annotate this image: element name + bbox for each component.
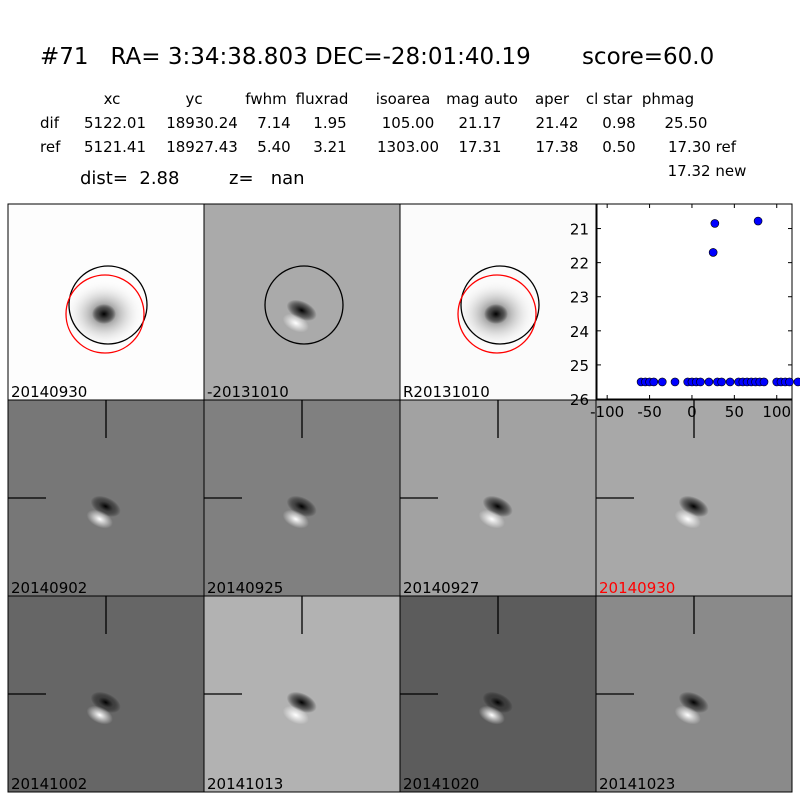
stamp-label: 20140930 — [599, 579, 675, 597]
point — [649, 377, 659, 387]
stamp-label: 20141002 — [11, 775, 87, 793]
stamp-label: -20131010 — [207, 383, 289, 401]
point — [785, 377, 794, 387]
cell: 1.95 — [313, 114, 346, 132]
column-header: cl star — [586, 90, 633, 108]
stamp-label: 20140925 — [207, 579, 283, 597]
point — [759, 377, 769, 387]
point — [657, 377, 667, 387]
residual-light — [86, 705, 113, 725]
point — [793, 377, 800, 387]
residual-light — [282, 509, 309, 529]
x-tick-label: 0 — [687, 403, 697, 421]
aperture — [68, 265, 148, 345]
ref-aperture — [65, 274, 145, 354]
source-core — [92, 304, 116, 324]
x-tick-label: 100 — [762, 403, 791, 421]
cell: 17.38 — [536, 138, 579, 156]
y-tick-label: 24 — [570, 323, 589, 341]
cell: 7.14 — [257, 114, 290, 132]
stamp-label: 20140927 — [403, 579, 479, 597]
cell: 17.31 — [459, 138, 502, 156]
point — [704, 377, 714, 387]
cell: 25.50 — [665, 114, 708, 132]
stamp-label: 20141013 — [207, 775, 283, 793]
y-tick-label: 25 — [570, 357, 589, 375]
stamp-label: 20140902 — [11, 579, 87, 597]
stamp-label: 20141023 — [599, 775, 675, 793]
residual-light — [478, 509, 505, 529]
aperture — [460, 265, 540, 345]
cell: 18930.24 — [166, 114, 238, 132]
residual-light — [282, 313, 309, 333]
cell: 17.30 ref — [668, 138, 737, 156]
residual-light — [282, 705, 309, 725]
cell: 0.50 — [602, 138, 635, 156]
plot-area — [596, 203, 793, 400]
column-header: fwhm — [245, 90, 286, 108]
cell: 3.21 — [313, 138, 346, 156]
source-core — [484, 304, 508, 324]
cell: 5121.41 — [84, 138, 146, 156]
y-tick-label: 23 — [570, 289, 589, 307]
stamp-label: 20140930 — [11, 383, 87, 401]
title: #71 RA= 3:34:38.803 DEC=-28:01:40.19 sco… — [40, 44, 714, 70]
residual-light — [674, 509, 701, 529]
cell: 18927.43 — [166, 138, 238, 156]
residual-light — [86, 509, 113, 529]
column-header: isoarea — [376, 90, 431, 108]
point — [717, 377, 726, 387]
column-header: yc — [185, 90, 202, 108]
residual-light — [478, 705, 505, 725]
column-header: xc — [104, 90, 121, 108]
y-tick-label: 26 — [570, 391, 589, 409]
x-tick-label: -50 — [637, 403, 662, 421]
point — [710, 219, 720, 228]
column-header: phmag — [642, 90, 694, 108]
cell: 21.17 — [459, 114, 502, 132]
point — [753, 216, 763, 226]
row-label: dif — [40, 114, 60, 132]
cell: 5122.01 — [84, 114, 146, 132]
cell: 5.40 — [257, 138, 290, 156]
column-header: mag auto — [446, 90, 518, 108]
cell: 105.00 — [382, 114, 435, 132]
residual-light — [674, 705, 701, 725]
row-label: ref — [40, 138, 61, 156]
y-tick-label: 22 — [570, 255, 589, 273]
point — [725, 377, 735, 387]
point — [670, 377, 680, 387]
aperture — [264, 265, 344, 345]
stamp-label: R20131010 — [403, 383, 490, 401]
stamp-label: 20141020 — [403, 775, 479, 793]
dist: dist= 2.88 — [80, 168, 179, 189]
cell: 0.98 — [602, 114, 635, 132]
column-header: fluxrad — [296, 90, 349, 108]
phmag-new: 17.32 new — [668, 162, 747, 180]
x-tick-label: -100 — [590, 403, 624, 421]
point — [696, 377, 705, 387]
z: z= nan — [229, 168, 305, 189]
point — [708, 248, 718, 257]
column-header: aper — [535, 90, 570, 108]
ref-aperture — [457, 274, 537, 354]
cell: 1303.00 — [377, 138, 439, 156]
y-tick-label: 21 — [570, 221, 589, 239]
x-tick-label: 50 — [725, 403, 744, 421]
cell: 21.42 — [536, 114, 579, 132]
